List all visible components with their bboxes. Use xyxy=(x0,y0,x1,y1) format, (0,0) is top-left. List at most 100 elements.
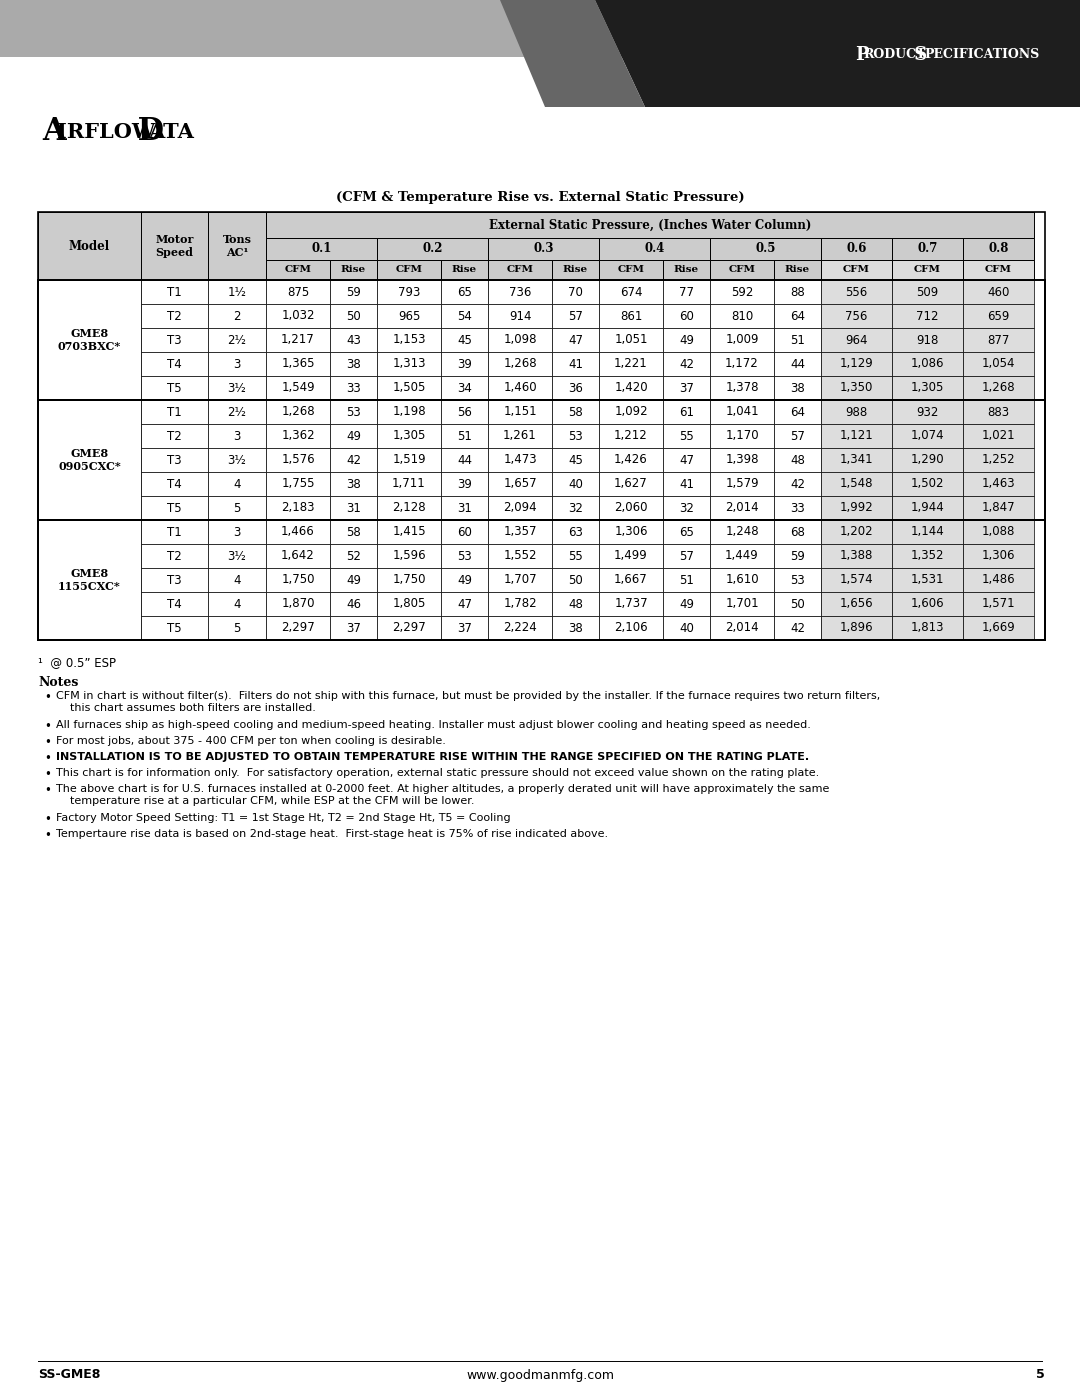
Bar xyxy=(663,400,710,425)
Text: 51: 51 xyxy=(457,429,472,443)
Text: 1,217: 1,217 xyxy=(281,334,315,346)
Text: This chart is for information only.  For satisfactory operation, external static: This chart is for information only. For … xyxy=(56,768,820,778)
Text: 2,297: 2,297 xyxy=(392,622,426,634)
Text: 1,737: 1,737 xyxy=(615,598,648,610)
Text: 65: 65 xyxy=(679,525,694,538)
Bar xyxy=(552,543,599,569)
Bar xyxy=(821,472,892,496)
Bar xyxy=(141,472,208,496)
Text: 0.1: 0.1 xyxy=(311,243,332,256)
Text: 33: 33 xyxy=(346,381,361,394)
Bar xyxy=(821,496,892,520)
Text: 877: 877 xyxy=(987,334,1010,346)
Text: 674: 674 xyxy=(620,285,643,299)
Text: 1,574: 1,574 xyxy=(839,574,874,587)
Bar xyxy=(710,616,774,640)
Text: 1,847: 1,847 xyxy=(982,502,1015,514)
Bar xyxy=(774,279,821,305)
Text: 2,183: 2,183 xyxy=(281,502,314,514)
Text: 40: 40 xyxy=(568,478,583,490)
Bar xyxy=(663,448,710,472)
Text: 56: 56 xyxy=(457,405,472,419)
Text: 1,750: 1,750 xyxy=(392,574,426,587)
Bar xyxy=(892,352,963,376)
Bar xyxy=(488,400,552,425)
Bar xyxy=(488,520,552,543)
Text: 793: 793 xyxy=(397,285,420,299)
Bar xyxy=(663,279,710,305)
Text: CFM in chart is without filter(s).  Filters do not ship with this furnace, but m: CFM in chart is without filter(s). Filte… xyxy=(56,692,880,712)
Bar xyxy=(488,425,552,448)
Text: Rise: Rise xyxy=(563,265,589,274)
Text: 37: 37 xyxy=(679,381,694,394)
Bar xyxy=(821,328,892,352)
Bar xyxy=(377,400,441,425)
Bar xyxy=(892,237,963,260)
Text: 1,248: 1,248 xyxy=(725,525,759,538)
Text: 1,398: 1,398 xyxy=(726,454,759,467)
Text: 965: 965 xyxy=(397,310,420,323)
Bar xyxy=(330,496,377,520)
Bar xyxy=(552,569,599,592)
Bar xyxy=(599,496,663,520)
Text: 55: 55 xyxy=(679,429,693,443)
Bar xyxy=(552,400,599,425)
Bar xyxy=(710,520,774,543)
Text: T3: T3 xyxy=(167,454,181,467)
Text: 1,305: 1,305 xyxy=(910,381,944,394)
Bar xyxy=(141,543,208,569)
Bar xyxy=(774,616,821,640)
Bar xyxy=(963,592,1034,616)
Text: 1,306: 1,306 xyxy=(982,549,1015,563)
Text: 1,202: 1,202 xyxy=(839,525,874,538)
Bar xyxy=(488,592,552,616)
Text: GME8
0703BXC*: GME8 0703BXC* xyxy=(58,328,121,352)
Bar xyxy=(963,237,1034,260)
Text: 53: 53 xyxy=(457,549,472,563)
Bar xyxy=(266,305,330,328)
Bar xyxy=(892,260,963,279)
Text: CFM: CFM xyxy=(618,265,645,274)
Bar xyxy=(663,352,710,376)
Bar xyxy=(377,328,441,352)
Text: 4: 4 xyxy=(233,478,241,490)
Bar xyxy=(266,569,330,592)
Text: 932: 932 xyxy=(916,405,939,419)
Text: 49: 49 xyxy=(346,574,361,587)
Text: 33: 33 xyxy=(791,502,805,514)
Bar xyxy=(963,328,1034,352)
Bar xyxy=(599,592,663,616)
Bar xyxy=(266,543,330,569)
Bar xyxy=(821,520,892,543)
Bar xyxy=(821,616,892,640)
Bar xyxy=(710,496,774,520)
Text: Rise: Rise xyxy=(451,265,477,274)
Bar xyxy=(774,260,821,279)
Text: 2,094: 2,094 xyxy=(503,502,537,514)
Bar xyxy=(963,425,1034,448)
Text: GME8
1155CXC*: GME8 1155CXC* xyxy=(58,569,121,592)
Bar xyxy=(774,496,821,520)
Bar xyxy=(963,616,1034,640)
Text: 2½: 2½ xyxy=(228,405,246,419)
Text: 57: 57 xyxy=(568,310,583,323)
Text: RODUCT: RODUCT xyxy=(863,49,926,61)
Bar xyxy=(266,328,330,352)
Text: 1,009: 1,009 xyxy=(726,334,759,346)
Bar xyxy=(710,376,774,400)
Bar xyxy=(377,376,441,400)
Bar xyxy=(266,400,330,425)
Bar xyxy=(774,520,821,543)
Bar xyxy=(488,352,552,376)
Text: 1,420: 1,420 xyxy=(615,381,648,394)
Bar xyxy=(663,496,710,520)
Text: 39: 39 xyxy=(457,478,472,490)
Bar xyxy=(141,425,208,448)
Text: GME8
0905CXC*: GME8 0905CXC* xyxy=(58,448,121,472)
Text: 1,707: 1,707 xyxy=(503,574,537,587)
Bar xyxy=(963,472,1034,496)
Text: T1: T1 xyxy=(167,525,181,538)
Text: 1,362: 1,362 xyxy=(281,429,314,443)
Text: 49: 49 xyxy=(457,574,472,587)
Bar xyxy=(266,592,330,616)
